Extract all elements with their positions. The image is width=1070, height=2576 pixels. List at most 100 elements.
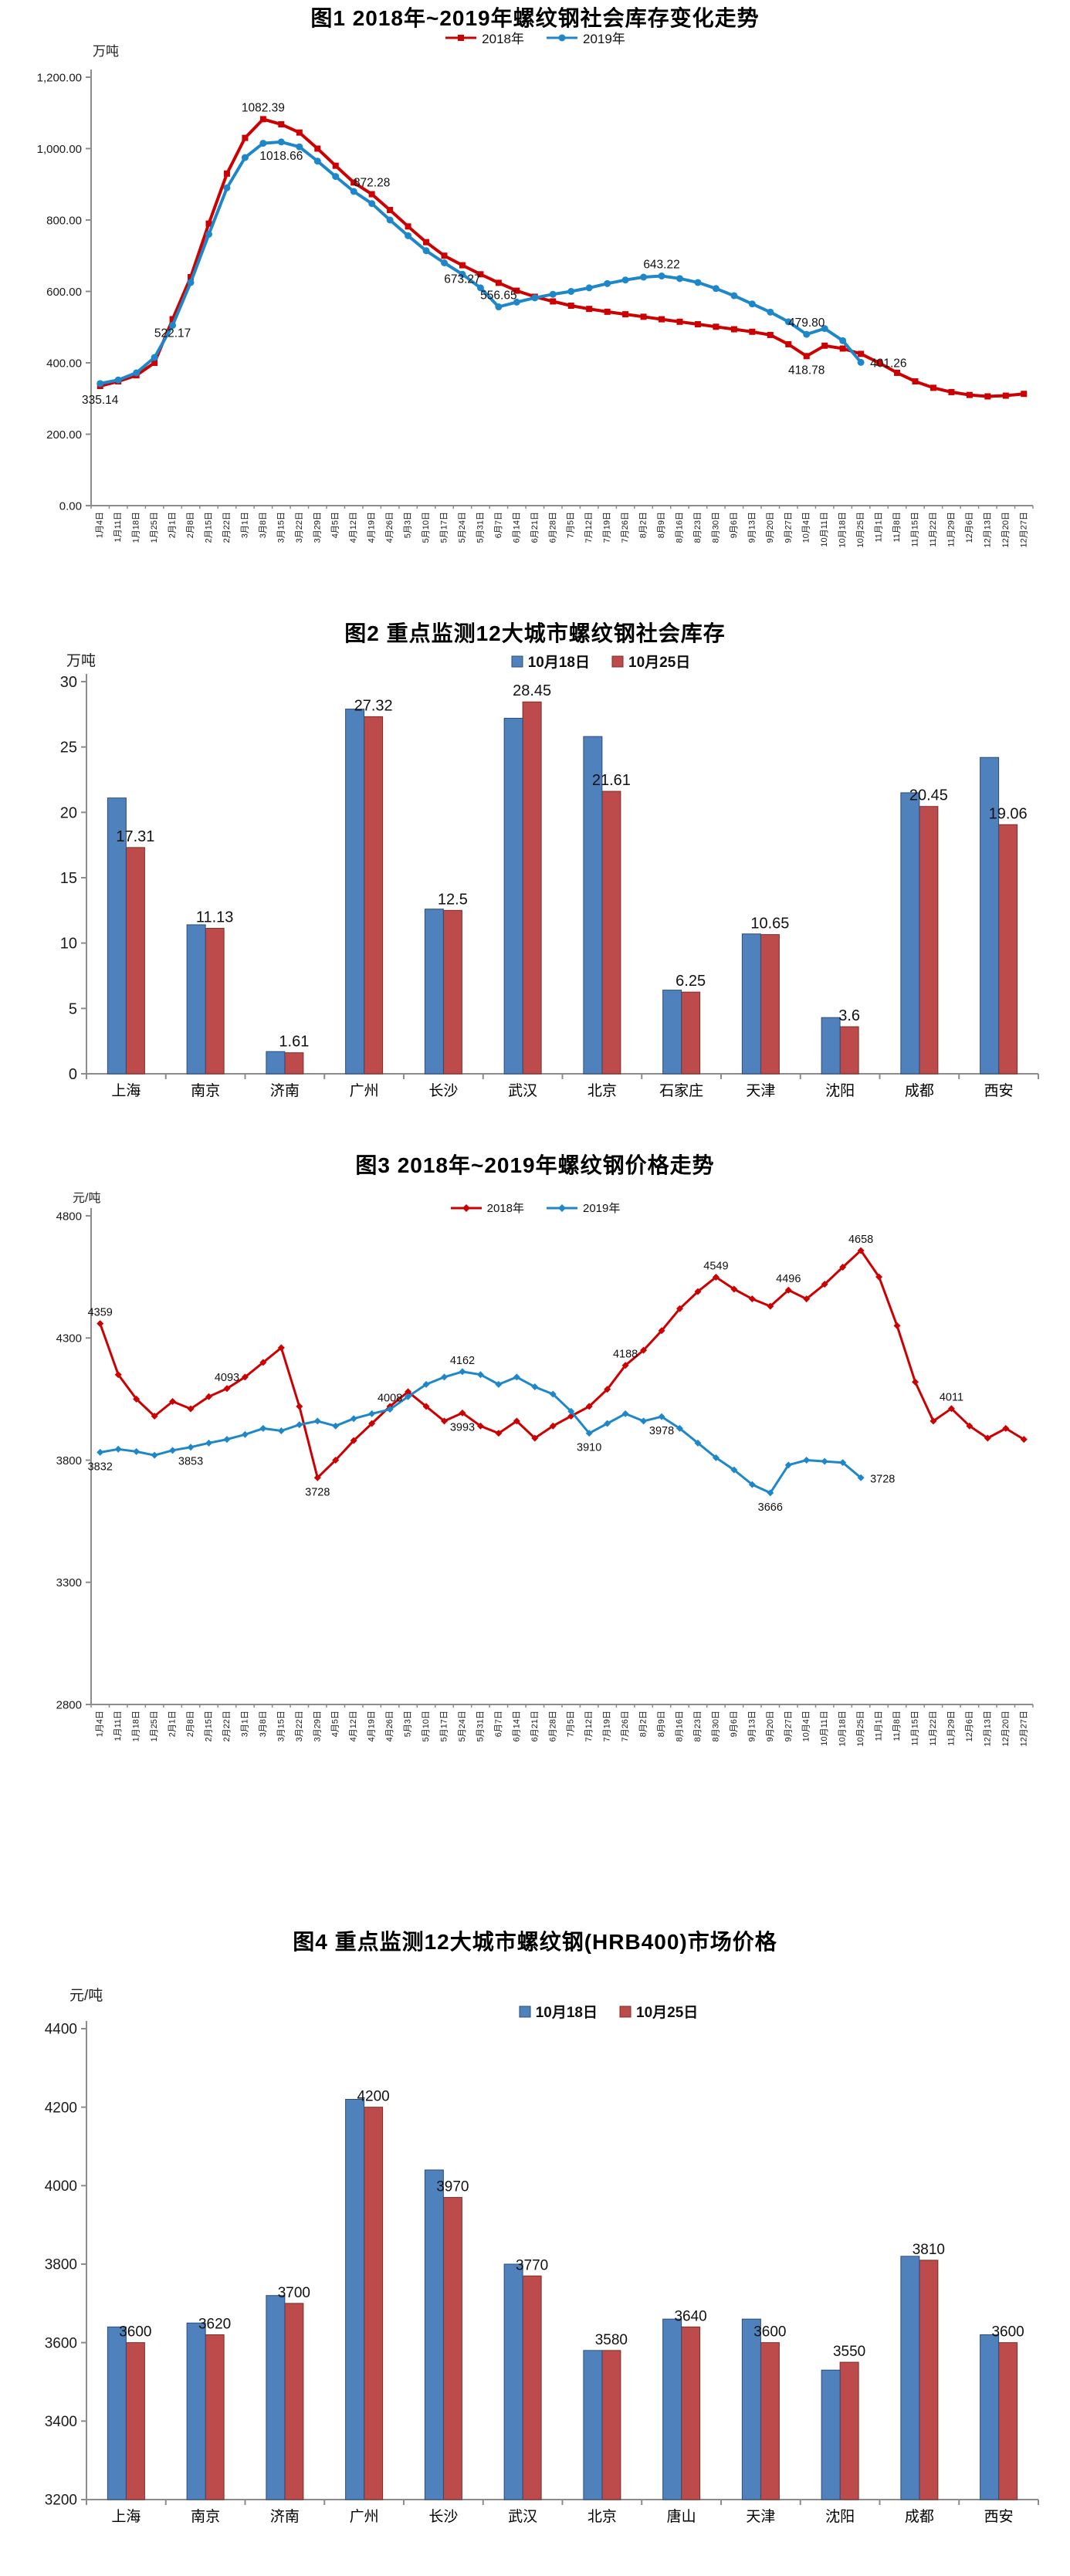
svg-text:广州: 广州 <box>350 2508 379 2525</box>
legend-swatch-icon <box>619 2006 632 2017</box>
svg-text:4008: 4008 <box>378 1393 402 1405</box>
svg-text:6月28日: 6月28日 <box>548 512 557 543</box>
svg-text:11.13: 11.13 <box>196 909 234 926</box>
svg-text:3600: 3600 <box>45 2335 77 2351</box>
legend-marker-icon <box>547 1203 577 1212</box>
svg-text:3月29日: 3月29日 <box>313 1711 322 1742</box>
legend-item-2019年: 2019年 <box>546 1200 620 1216</box>
svg-text:2月15日: 2月15日 <box>205 1711 214 1742</box>
chart1-plot: 0.00 200.00 400.00 600.00 800.00 1,000.00 1,20… <box>37 69 1034 547</box>
svg-text:6月7日: 6月7日 <box>494 512 503 538</box>
svg-text:3月15日: 3月15日 <box>276 1711 286 1742</box>
svg-text:0: 0 <box>69 1066 77 1083</box>
svg-text:12月27日: 12月27日 <box>1019 512 1028 547</box>
svg-text:10月11日: 10月11日 <box>820 1711 829 1746</box>
svg-text:5月31日: 5月31日 <box>476 1711 485 1742</box>
svg-text:沈阳: 沈阳 <box>825 1082 855 1099</box>
svg-text:1.61: 1.61 <box>279 1034 309 1051</box>
svg-text:8月30日: 8月30日 <box>711 1711 720 1742</box>
svg-text:400.00: 400.00 <box>46 357 82 370</box>
legend-label: 2019年 <box>583 1202 621 1215</box>
svg-text:西安: 西安 <box>984 1082 1014 1099</box>
chart2-section: 图2 重点监测12大城市螺纹钢社会库存 10月18日 10月25日 万吨 0 5 10… <box>0 583 1070 1142</box>
svg-text:335.14: 335.14 <box>82 394 119 407</box>
svg-text:872.28: 872.28 <box>354 177 390 190</box>
svg-text:28.45: 28.45 <box>513 682 551 699</box>
svg-text:418.78: 418.78 <box>788 364 825 377</box>
legend-item-10月25日: 10月25日 <box>619 2001 698 2022</box>
svg-text:3月15日: 3月15日 <box>276 512 286 543</box>
svg-text:11月1日: 11月1日 <box>875 1711 884 1742</box>
svg-text:10月25日: 10月25日 <box>856 512 865 547</box>
svg-text:1,200.00: 1,200.00 <box>37 71 82 84</box>
svg-text:27.32: 27.32 <box>354 697 393 714</box>
svg-text:5: 5 <box>69 1000 77 1017</box>
chart1-legend: 2018年 2019年 <box>0 28 1070 47</box>
svg-text:3月22日: 3月22日 <box>295 1711 304 1742</box>
svg-text:20: 20 <box>60 804 77 821</box>
svg-text:4359: 4359 <box>88 1307 113 1319</box>
chart1-unit-label: 万吨 <box>93 44 119 59</box>
svg-text:2月15日: 2月15日 <box>205 512 214 543</box>
svg-text:1月4日: 1月4日 <box>96 1711 105 1737</box>
svg-text:4月26日: 4月26日 <box>385 1711 394 1742</box>
svg-text:10: 10 <box>60 936 77 953</box>
svg-text:8月9日: 8月9日 <box>657 1711 666 1737</box>
svg-text:4月5日: 4月5日 <box>331 512 340 538</box>
legend-swatch-icon <box>611 655 624 667</box>
svg-text:12.5: 12.5 <box>438 891 468 908</box>
svg-text:5月17日: 5月17日 <box>440 512 449 543</box>
svg-text:9月20日: 9月20日 <box>766 512 775 543</box>
svg-text:11月22日: 11月22日 <box>929 1711 938 1746</box>
svg-text:3970: 3970 <box>436 2179 469 2195</box>
svg-text:3400: 3400 <box>45 2414 77 2430</box>
svg-text:3600: 3600 <box>119 2324 151 2341</box>
svg-text:长沙: 长沙 <box>428 2508 458 2525</box>
legend-marker-icon <box>547 34 577 41</box>
svg-text:1,000.00: 1,000.00 <box>37 143 82 156</box>
svg-text:12月20日: 12月20日 <box>1001 1711 1011 1746</box>
svg-text:4月19日: 4月19日 <box>367 512 377 543</box>
svg-text:11月29日: 11月29日 <box>946 512 956 547</box>
svg-text:9月13日: 9月13日 <box>747 512 757 543</box>
svg-text:9月13日: 9月13日 <box>747 1711 757 1742</box>
svg-text:唐山: 唐山 <box>667 2508 696 2525</box>
svg-text:12月6日: 12月6日 <box>965 1711 974 1742</box>
svg-text:6月14日: 6月14日 <box>512 512 521 543</box>
legend-swatch-icon <box>519 2006 531 2017</box>
svg-text:4093: 4093 <box>215 1372 239 1384</box>
svg-text:6月21日: 6月21日 <box>530 1711 540 1742</box>
svg-text:5月17日: 5月17日 <box>440 1711 449 1742</box>
svg-text:3666: 3666 <box>758 1501 783 1514</box>
legend-label: 10月18日 <box>527 655 590 671</box>
svg-text:4011: 4011 <box>940 1392 963 1404</box>
svg-text:成都: 成都 <box>905 2508 934 2525</box>
svg-text:3600: 3600 <box>753 2324 786 2341</box>
legend-item-2019年: 2019年 <box>546 28 625 47</box>
svg-text:2800: 2800 <box>56 1698 82 1711</box>
svg-text:673.27: 673.27 <box>444 273 480 286</box>
svg-text:武汉: 武汉 <box>508 1082 537 1099</box>
legend-label: 2018年 <box>482 32 524 46</box>
svg-text:3800: 3800 <box>56 1454 82 1467</box>
chart2-legend: 10月18日 10月25日 <box>66 651 1070 672</box>
svg-text:10月25日: 10月25日 <box>856 1711 865 1746</box>
svg-text:3月22日: 3月22日 <box>295 512 304 543</box>
svg-text:17.31: 17.31 <box>116 828 154 845</box>
legend-marker-icon <box>445 34 477 41</box>
svg-text:5月3日: 5月3日 <box>404 1711 413 1737</box>
svg-text:5月24日: 5月24日 <box>458 1711 467 1742</box>
legend-label: 10月18日 <box>535 2005 598 2021</box>
svg-text:济南: 济南 <box>270 2508 300 2525</box>
svg-text:3728: 3728 <box>305 1486 330 1498</box>
svg-text:556.65: 556.65 <box>480 289 516 303</box>
svg-text:4658: 4658 <box>848 1234 873 1246</box>
svg-text:9月27日: 9月27日 <box>784 512 793 543</box>
chart1-section: 图1 2018年~2019年螺纹钢社会库存变化走势 2018年 2019年 万吨 … <box>0 0 1070 583</box>
svg-text:10.65: 10.65 <box>750 916 789 933</box>
svg-text:7月5日: 7月5日 <box>567 512 576 538</box>
svg-text:4400: 4400 <box>45 2022 77 2038</box>
svg-text:3200: 3200 <box>45 2493 77 2509</box>
svg-text:8月16日: 8月16日 <box>676 1711 685 1742</box>
legend-label: 10月25日 <box>636 2005 699 2021</box>
